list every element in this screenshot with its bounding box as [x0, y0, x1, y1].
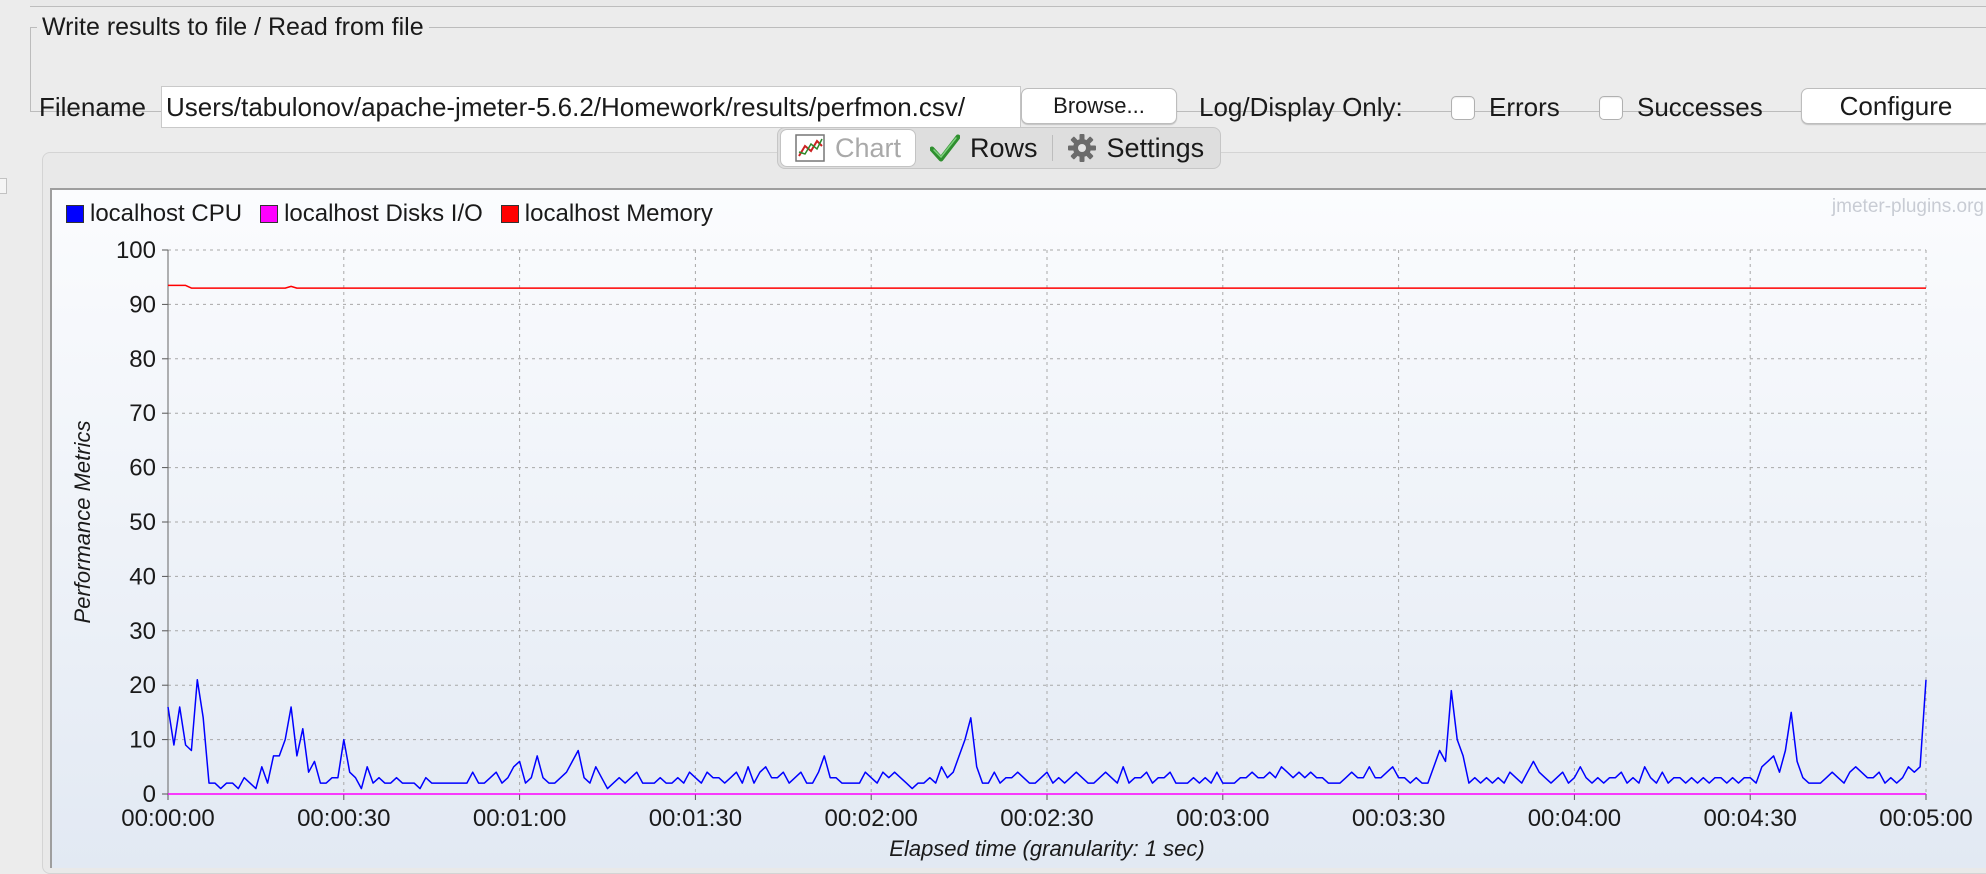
legend-item-memory: localhost Memory — [500, 200, 713, 228]
filename-label: Filename — [39, 92, 146, 122]
errors-label: Errors — [1489, 92, 1560, 122]
configure-button[interactable]: Configure — [1801, 88, 1986, 124]
gear-icon — [1067, 133, 1097, 163]
filename-input[interactable] — [161, 86, 1021, 128]
legend-item-cpu: localhost CPU — [66, 200, 242, 228]
tab-chart[interactable]: Chart — [780, 129, 917, 167]
y-tick-label: 50 — [129, 509, 156, 536]
y-tick-label: 80 — [129, 346, 156, 373]
write-results-panel: Write results to file / Read from file F… — [30, 12, 1986, 128]
tab-rows-label: Rows — [970, 132, 1038, 163]
series-line-cpu — [167, 679, 1927, 790]
y-tick-label: 20 — [129, 672, 156, 699]
y-axis-title: Performance Metrics — [70, 421, 95, 624]
y-tick-label: 100 — [116, 237, 156, 264]
y-tick-label: 10 — [129, 727, 156, 754]
x-axis-title: Elapsed time (granularity: 1 sec) — [889, 836, 1204, 861]
log-display-label: Log/Display Only: — [1199, 92, 1403, 122]
y-tick-label: 40 — [129, 563, 156, 590]
chart-area: jmeter-plugins.org localhost CPU localho… — [50, 188, 1986, 868]
x-tick-label: 00:01:00 — [473, 805, 566, 832]
chart-icon — [795, 134, 825, 162]
legend-label-cpu: localhost CPU — [90, 200, 243, 227]
successes-checkbox[interactable] — [1599, 96, 1623, 120]
y-tick-label: 0 — [143, 781, 156, 808]
series-line-memory — [168, 284, 1926, 289]
x-tick-label: 00:04:00 — [1528, 805, 1621, 832]
y-tick-label: 30 — [129, 618, 156, 645]
y-tick-label: 70 — [129, 400, 156, 427]
checkmark-icon — [930, 134, 961, 162]
filename-row: Filename Browse... Log/Display Only: Err… — [31, 86, 1986, 130]
tab-settings[interactable]: Settings — [1053, 129, 1219, 167]
x-tick-label: 00:03:30 — [1352, 805, 1445, 832]
x-tick-label: 00:05:00 — [1879, 805, 1972, 832]
top-strip — [30, 0, 1986, 7]
x-tick-label: 00:00:00 — [121, 805, 214, 832]
browse-button[interactable]: Browse... — [1021, 88, 1177, 124]
tab-settings-label: Settings — [1106, 132, 1205, 163]
panel-legend: Write results to file / Read from file — [42, 13, 424, 41]
x-tick-label: 00:04:30 — [1703, 805, 1796, 832]
left-edge-handle — [0, 178, 7, 194]
legend-swatch-cpu — [66, 205, 84, 223]
x-tick-label: 00:00:30 — [297, 805, 390, 832]
legend-swatch-memory — [500, 205, 519, 223]
watermark: jmeter-plugins.org — [1831, 196, 1984, 217]
successes-label: Successes — [1637, 92, 1763, 122]
legend-label-disks: localhost Disks I/O — [284, 200, 483, 227]
legend-label-memory: localhost Memory — [524, 200, 713, 227]
x-tick-label: 00:02:30 — [1000, 805, 1093, 832]
x-tick-label: 00:03:00 — [1176, 805, 1269, 832]
tab-chart-label: Chart — [835, 132, 902, 163]
x-tick-label: 00:01:30 — [649, 805, 742, 832]
errors-checkbox[interactable] — [1451, 96, 1475, 120]
legend-item-disks: localhost Disks I/O — [260, 200, 483, 228]
tab-rows[interactable]: Rows — [916, 129, 1052, 167]
x-tick-label: 00:02:00 — [824, 805, 917, 832]
y-tick-label: 60 — [129, 455, 156, 482]
legend-swatch-disks — [260, 205, 279, 223]
tab-separator — [1051, 135, 1053, 161]
performance-chart: 0 10 20 30 40 50 60 70 80 90 100 00:00:00 00:00:30 00… — [70, 237, 1973, 861]
view-tabbar: Chart Rows — [777, 127, 1222, 169]
chart-legend: localhost CPU localhost Disks I/O localh… — [66, 200, 731, 228]
y-tick-label: 90 — [129, 291, 156, 318]
